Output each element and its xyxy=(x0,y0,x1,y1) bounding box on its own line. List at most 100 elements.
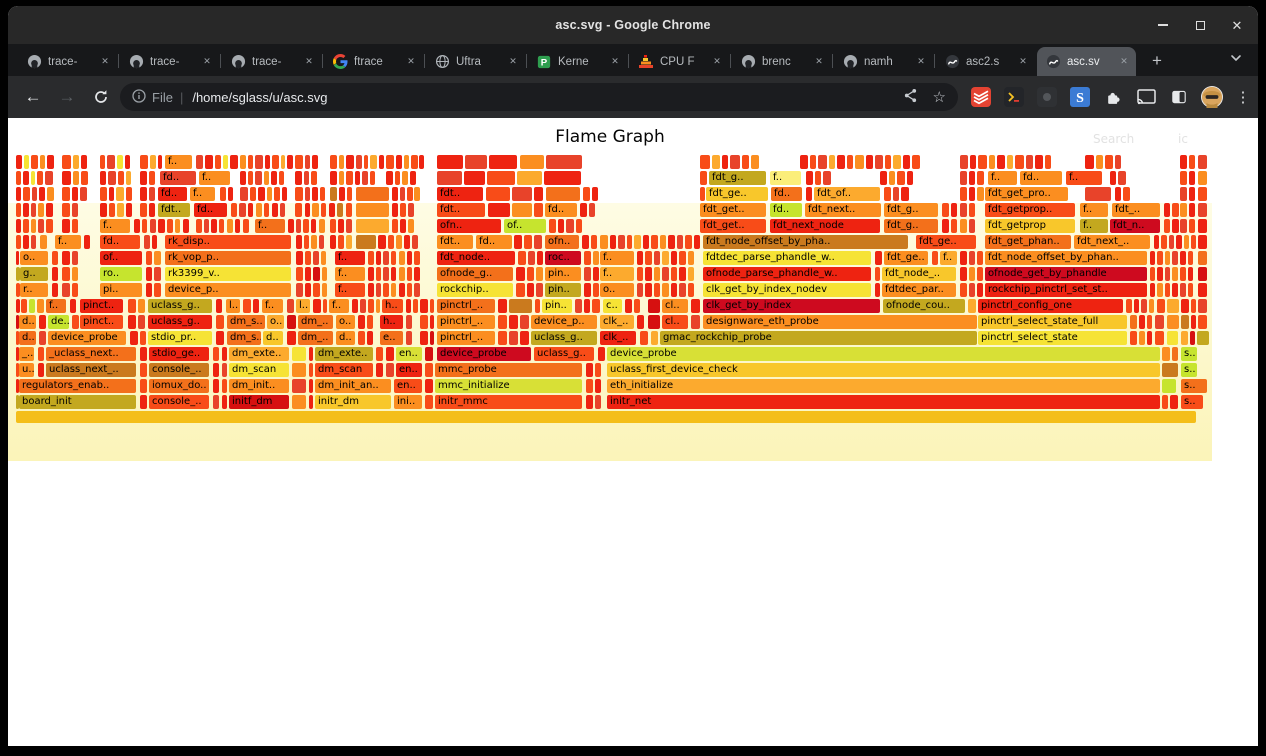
flame-frame[interactable] xyxy=(498,331,507,345)
flame-frame[interactable] xyxy=(584,251,591,265)
flame-frame-pi[interactable]: pi.. xyxy=(100,283,142,297)
flame-frame[interactable] xyxy=(339,171,344,185)
flame-frame[interactable] xyxy=(81,171,88,185)
flame-frame-o[interactable]: o.. xyxy=(600,283,634,297)
flame-frame[interactable] xyxy=(62,267,70,281)
flame-frame[interactable] xyxy=(1172,347,1178,361)
flame-frame-o[interactable]: o.. xyxy=(336,315,355,329)
flame-frame[interactable] xyxy=(419,155,424,169)
flame-frame[interactable] xyxy=(391,267,396,281)
flame-frame[interactable] xyxy=(321,251,326,265)
flame-frame[interactable] xyxy=(488,203,510,217)
flame-frame[interactable] xyxy=(271,171,277,185)
todoist-extension-icon[interactable] xyxy=(970,86,992,108)
flame-frame[interactable] xyxy=(31,235,36,249)
flame-frame[interactable] xyxy=(108,171,116,185)
flame-frame[interactable] xyxy=(889,171,895,185)
flame-frame[interactable] xyxy=(487,171,515,185)
flame-frame[interactable] xyxy=(855,155,864,169)
flame-frame[interactable] xyxy=(72,187,78,201)
flame-frame[interactable] xyxy=(586,395,593,409)
flame-frame[interactable] xyxy=(196,219,202,233)
flame-frame-f[interactable]: f.. xyxy=(600,267,634,281)
flame-frame[interactable] xyxy=(399,283,405,297)
flame-frame[interactable] xyxy=(16,363,19,377)
flame-frame[interactable] xyxy=(386,171,393,185)
flame-frame[interactable] xyxy=(1198,267,1207,281)
flame-frame[interactable] xyxy=(138,299,145,313)
flame-frame[interactable] xyxy=(62,283,70,297)
flame-frame[interactable] xyxy=(248,203,253,217)
flame-frame-uclass-g[interactable]: uclass_g.. xyxy=(534,347,594,361)
flame-frame[interactable] xyxy=(1180,219,1187,233)
flame-frame[interactable] xyxy=(800,155,808,169)
flame-frame-ofn[interactable]: ofn.. xyxy=(437,219,501,233)
flame-frame[interactable] xyxy=(977,251,983,265)
flame-frame[interactable] xyxy=(211,219,217,233)
flame-frame[interactable] xyxy=(1154,235,1159,249)
flame-frame[interactable] xyxy=(305,283,311,297)
flame-frame[interactable] xyxy=(520,155,544,169)
flame-frame[interactable] xyxy=(1188,267,1193,281)
flame-frame-r[interactable]: r.. xyxy=(20,283,48,297)
flame-frame[interactable] xyxy=(311,219,316,233)
flame-frame[interactable] xyxy=(72,251,78,265)
flame-frame[interactable] xyxy=(634,235,641,249)
flame-frame[interactable] xyxy=(313,251,319,265)
flame-frame[interactable] xyxy=(688,283,694,297)
flame-frame[interactable] xyxy=(140,347,147,361)
flame-frame[interactable] xyxy=(138,315,145,329)
flame-frame[interactable] xyxy=(338,235,344,249)
flame-frame[interactable] xyxy=(304,235,309,249)
flame-frame-fd[interactable]: fd.. xyxy=(194,203,227,217)
flame-frame[interactable] xyxy=(1165,267,1170,281)
flame-frame[interactable] xyxy=(1123,187,1130,201)
flame-frame[interactable] xyxy=(213,347,219,361)
flame-frame[interactable] xyxy=(806,187,812,201)
flame-frame[interactable] xyxy=(24,155,29,169)
flame-frame[interactable] xyxy=(154,267,161,281)
flame-frame[interactable] xyxy=(73,171,79,185)
flame-frame[interactable] xyxy=(537,251,543,265)
flame-frame-d[interactable]: d.. xyxy=(19,331,36,345)
flame-frame[interactable] xyxy=(700,171,707,185)
flame-frame[interactable] xyxy=(386,155,394,169)
tab-asc2-s[interactable]: asc2.s ✕ xyxy=(936,47,1035,76)
flame-frame-device-p[interactable]: device_p.. xyxy=(165,283,291,297)
flame-frame-f[interactable]: f.. xyxy=(55,235,81,249)
flame-frame[interactable] xyxy=(16,315,19,329)
flame-frame[interactable] xyxy=(1169,235,1174,249)
flame-frame[interactable] xyxy=(546,187,580,201)
flame-frame-fdt-g[interactable]: fdt_g.. xyxy=(884,203,938,217)
tab-cpu-f[interactable]: CPU F ✕ xyxy=(630,47,729,76)
flame-frame-fdt-next-node[interactable]: fdt_next_node xyxy=(770,219,880,233)
flame-frame[interactable] xyxy=(31,171,35,185)
flame-frame[interactable] xyxy=(410,171,416,185)
flame-frame-fdt[interactable]: fdt.. xyxy=(437,235,473,249)
flame-frame-pinctrl-select-state[interactable]: pinctrl_select_state xyxy=(978,331,1127,345)
flame-frame[interactable] xyxy=(272,203,278,217)
flame-frame[interactable] xyxy=(16,203,21,217)
flame-frame[interactable] xyxy=(215,155,221,169)
flame-frame[interactable] xyxy=(637,267,643,281)
flame-frame[interactable] xyxy=(243,219,249,233)
flame-frame[interactable] xyxy=(1096,155,1103,169)
flame-frame-dm-exte[interactable]: dm_exte.. xyxy=(229,347,289,361)
flame-frame[interactable] xyxy=(40,235,47,249)
flame-frame[interactable] xyxy=(227,219,233,233)
flame-frame[interactable] xyxy=(126,203,132,217)
flame-frame[interactable] xyxy=(645,283,652,297)
tab-uftra[interactable]: Uftra ✕ xyxy=(426,47,525,76)
flame-frame[interactable] xyxy=(70,299,76,313)
chrome-menu-icon[interactable]: ⋮ xyxy=(1235,89,1251,106)
flame-frame[interactable] xyxy=(223,155,228,169)
flame-frame[interactable] xyxy=(566,219,574,233)
flame-frame[interactable] xyxy=(593,251,599,265)
flame-frame[interactable] xyxy=(39,187,45,201)
flame-frame[interactable] xyxy=(52,283,58,297)
flame-frame-f[interactable]: f.. xyxy=(335,283,365,297)
flame-frame[interactable] xyxy=(1198,251,1207,265)
tab-namh[interactable]: namh ✕ xyxy=(834,47,933,76)
flame-frame[interactable] xyxy=(1191,299,1196,313)
flame-frame[interactable] xyxy=(593,283,599,297)
